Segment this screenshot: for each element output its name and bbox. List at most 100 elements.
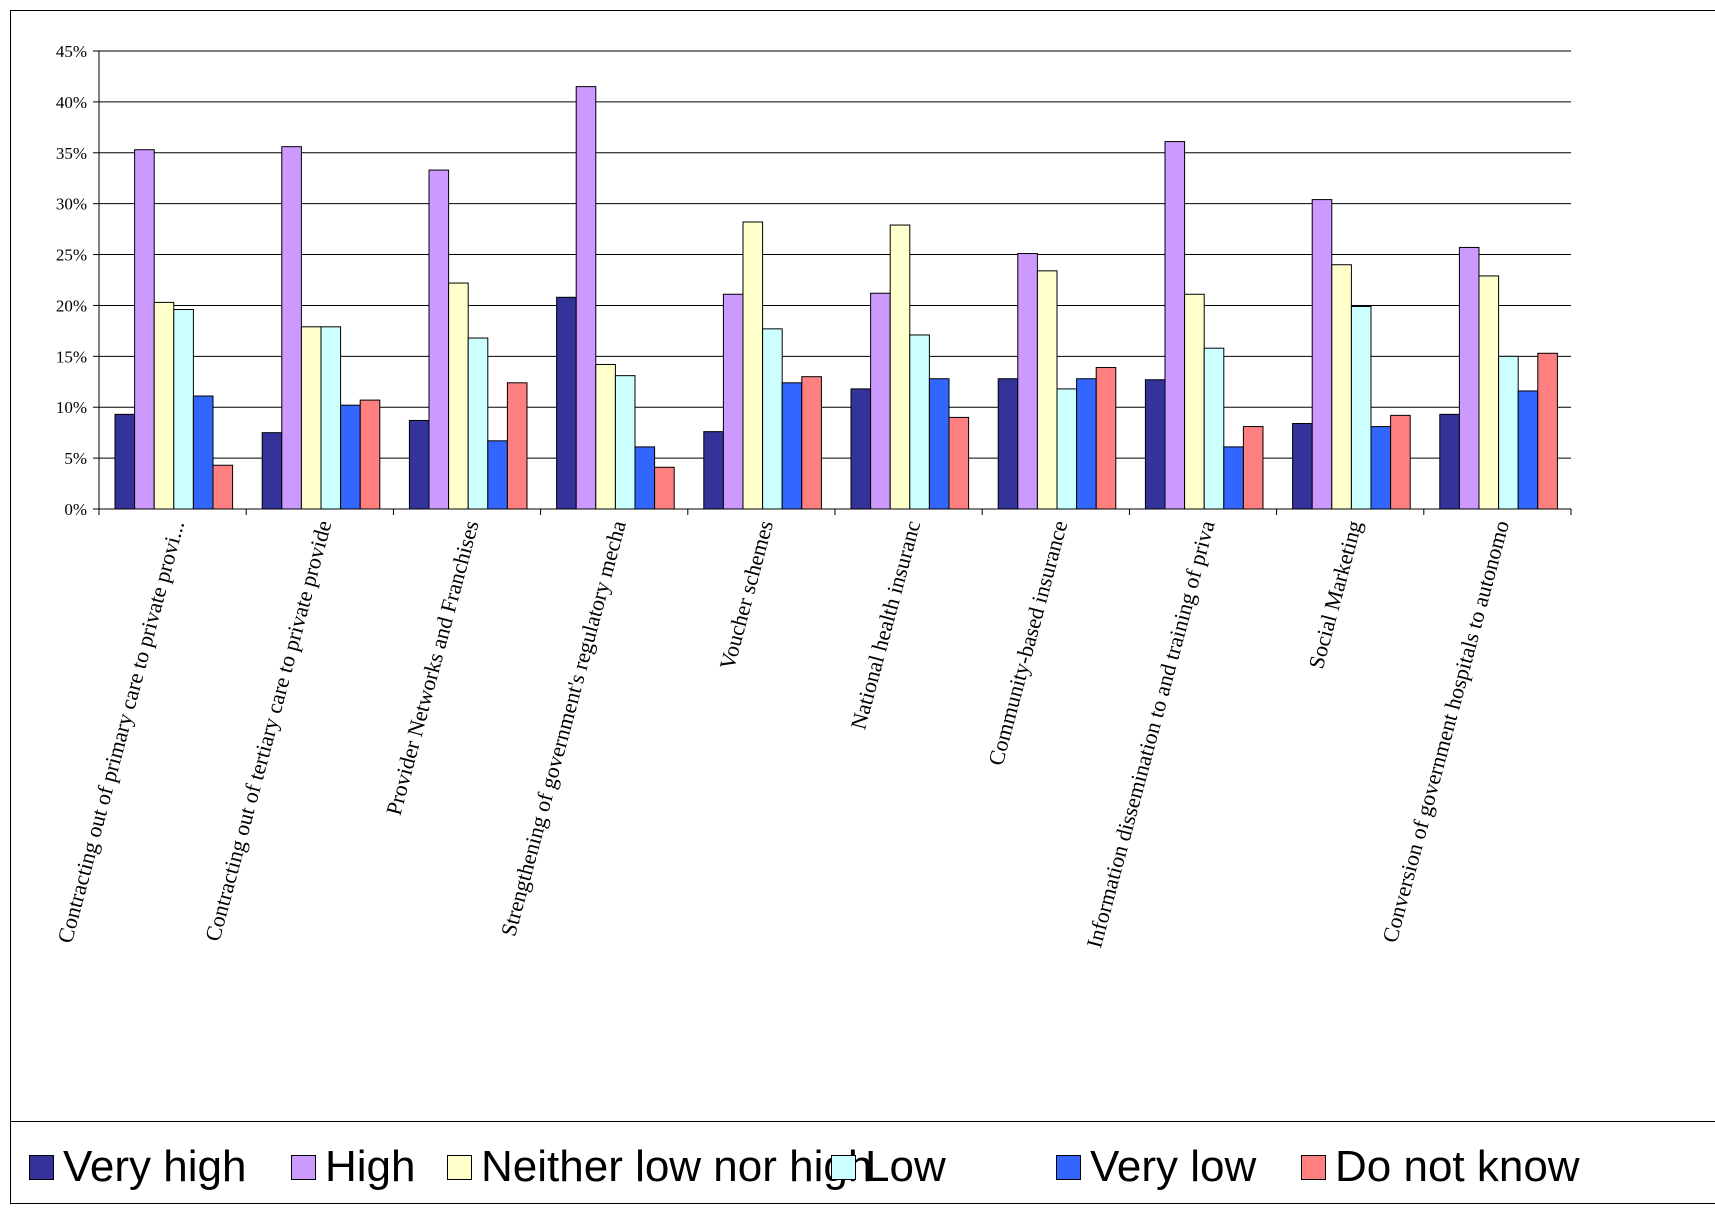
bar-low [1498,355,1519,510]
legend-swatch [447,1154,472,1180]
bar-very-high [261,432,283,510]
bar-very-high [850,388,872,510]
legend-label: Very low [1090,1142,1257,1191]
category-label: Social Marketing [1303,518,1367,671]
bar-low [614,375,636,510]
bar-very-high [408,419,430,510]
bar-neither-low-nor-high [1478,275,1500,510]
y-tick-label: 15% [56,347,87,366]
legend-label: Low [865,1142,946,1191]
legend-swatch [29,1154,54,1180]
bar-high [1458,246,1480,510]
legend-label: Do not know [1335,1142,1580,1191]
bar-low [762,328,783,510]
legend-label: Neither low nor high [481,1142,873,1191]
bar-do-not-know [359,399,381,510]
bar-very-low [781,382,803,510]
bar-do-not-know [1537,352,1558,510]
bar-very-high [1292,423,1313,510]
category-label: Contracting out of tertiary care to priv… [200,518,337,944]
legend-swatch [291,1154,316,1180]
chart-frame: 0% 5% 10% 15% 20% 25% 30% 35% 40% 45% Contracting … [10,10,1715,1204]
bar-very-low [340,404,361,510]
bar-high [1164,141,1186,510]
bar-do-not-know [654,466,675,510]
legend-item: Very high [29,1144,246,1190]
legend: Very high High Neither low nor high Low Very… [11,1121,1715,1203]
bar-low [909,334,930,510]
bar-very-low [1370,426,1392,510]
bar-neither-low-nor-high [153,301,175,510]
bar-low [1203,347,1225,510]
bar-high [575,86,597,510]
y-tick-label: 30% [56,195,87,214]
bar-very-high [997,378,1019,510]
category-label: National health insuranc [845,518,925,732]
legend-item: High [291,1144,416,1190]
bar-do-not-know [948,416,970,510]
y-tick-label: 45% [56,42,87,61]
bar-high [428,169,450,510]
legend-item: Low [831,1144,946,1190]
bar-do-not-know [1242,426,1264,510]
bar-very-low [928,378,950,510]
category-label: Information dissemination to and trainin… [1081,518,1219,951]
bar-very-high [1144,379,1166,510]
bar-high [1311,199,1333,510]
category-label: Community-based insurance [983,518,1072,768]
legend-item: Do not know [1301,1144,1580,1190]
category-label: Provider Networks and Franchises [381,518,484,818]
bar-very-high [1439,413,1460,510]
legend-item: Very low [1056,1144,1256,1190]
legend-label: High [325,1142,416,1191]
bar-very-low [192,395,214,510]
bar-very-low [487,440,508,510]
bar-neither-low-nor-high [448,282,469,510]
y-tick-label: 35% [56,144,87,163]
category-label: Strengthening of government's regulatory… [496,518,631,939]
bar-low [467,337,489,510]
bar-neither-low-nor-high [300,326,322,510]
bar-very-high [703,431,724,510]
bar-high [1017,253,1038,510]
bar-high [134,149,155,510]
bar-neither-low-nor-high [1036,270,1058,510]
legend-swatch [1056,1154,1081,1180]
bar-very-low [1517,390,1539,510]
y-tick-label: 5% [64,449,87,468]
bar-low [320,326,342,510]
bar-neither-low-nor-high [595,363,616,510]
bar-very-high [556,296,577,510]
bar-very-low [634,446,656,510]
bar-low [1350,305,1372,510]
bar-do-not-know [1390,414,1411,510]
y-tick-label: 40% [56,93,87,112]
bar-very-low [1076,378,1097,510]
legend-swatch [831,1154,856,1180]
bar-neither-low-nor-high [889,224,911,510]
y-tick-label: 10% [56,398,87,417]
bar-high [722,293,744,510]
bar-chart: 0% 5% 10% 15% 20% 25% 30% 35% 40% 45% Contracting … [52,42,1572,951]
bar-do-not-know [801,376,822,510]
bar-do-not-know [212,464,234,510]
bar-neither-low-nor-high [742,221,764,510]
bar-high [281,146,302,510]
bar-neither-low-nor-high [1331,264,1352,510]
bar-low [173,309,194,510]
category-label: Conversion of government hospitals to au… [1377,518,1514,945]
legend-label: Very high [63,1142,247,1191]
legend-item: Neither low nor high [447,1144,872,1190]
y-tick-label: 20% [56,296,87,315]
bar-high [870,292,891,510]
category-label: Voucher schemes [714,518,778,672]
bar-very-low [1223,446,1244,510]
bar-low [1056,388,1078,510]
bar-do-not-know [1095,367,1117,510]
bar-do-not-know [506,382,528,510]
y-tick-label: 0% [64,500,87,519]
category-label: Contracting out of primary care to priva… [52,518,189,946]
bar-neither-low-nor-high [1184,293,1205,510]
bar-very-high [114,413,136,510]
legend-swatch [1301,1154,1326,1180]
